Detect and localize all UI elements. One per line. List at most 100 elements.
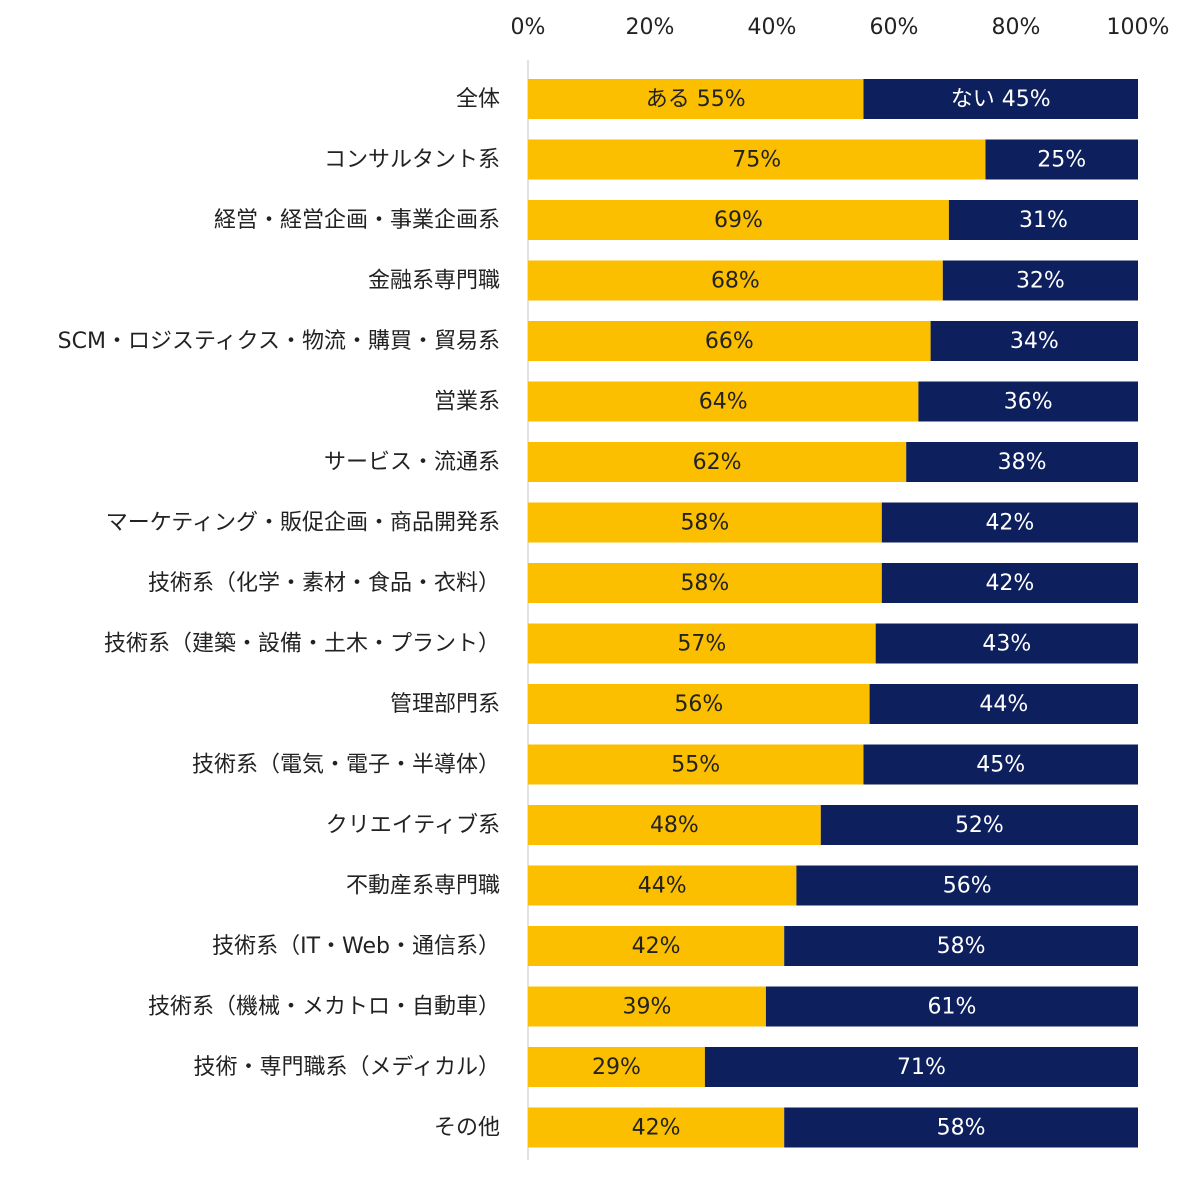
bar-segment-yes bbox=[528, 865, 797, 906]
x-tick-label: 100% bbox=[1107, 15, 1170, 40]
data-label: 32% bbox=[1016, 269, 1065, 294]
x-tick-label: 40% bbox=[748, 15, 797, 40]
category-label: 技術系（IT・Web・通信系） bbox=[212, 934, 500, 959]
category-label: 技術系（化学・素材・食品・衣料） bbox=[148, 571, 500, 596]
bar-segment-yes bbox=[528, 139, 986, 180]
bar-segment-no bbox=[948, 200, 1138, 240]
category-label: 管理部門系 bbox=[390, 692, 500, 717]
bars-group: ある 55% ない 45% 75% 25% 69% 31% 68% 32% 66% 34% 64% 3… bbox=[528, 79, 1138, 1148]
bar-segment-no bbox=[985, 139, 1138, 180]
data-label: 34% bbox=[1010, 329, 1059, 354]
data-label: 64% bbox=[699, 390, 748, 415]
bar-segment-no bbox=[942, 260, 1138, 301]
data-label: 58% bbox=[937, 1116, 986, 1141]
data-label: 38% bbox=[998, 450, 1047, 475]
bar-segment-yes bbox=[528, 623, 876, 664]
data-label: 68% bbox=[711, 269, 760, 294]
data-label: 42% bbox=[985, 571, 1034, 596]
category-label: コンサルタント系 bbox=[324, 148, 500, 173]
data-label: 71% bbox=[897, 1055, 946, 1080]
data-label: 31% bbox=[1019, 208, 1068, 233]
bar-segment-yes bbox=[528, 200, 949, 240]
x-tick-label: 80% bbox=[992, 15, 1041, 40]
category-label: 技術系（機械・メカトロ・自動車） bbox=[148, 995, 500, 1020]
data-label: 75% bbox=[732, 148, 781, 173]
x-tick-label: 0% bbox=[511, 15, 546, 40]
bar-segment-yes bbox=[528, 1047, 705, 1087]
bar-segment-no bbox=[784, 926, 1138, 966]
bar-segment-yes bbox=[528, 502, 882, 543]
data-label: 66% bbox=[705, 329, 754, 354]
bar-segment-no bbox=[863, 79, 1138, 119]
category-label: SCM・ロジスティクス・物流・購買・貿易系 bbox=[58, 329, 500, 354]
data-label: 58% bbox=[680, 571, 729, 596]
bar-segment-no bbox=[704, 1047, 1138, 1087]
category-label: 営業系 bbox=[434, 390, 500, 415]
bar-segment-no bbox=[881, 502, 1138, 543]
x-tick-label: 20% bbox=[626, 15, 675, 40]
data-label: 42% bbox=[632, 1116, 681, 1141]
bar-segment-no bbox=[796, 865, 1138, 906]
bar-segment-no bbox=[765, 986, 1138, 1027]
bar-segment-yes bbox=[528, 563, 882, 603]
data-label: 56% bbox=[674, 692, 723, 717]
category-label: 全体 bbox=[456, 87, 500, 112]
x-axis-ticks: 0% 20% 40% 60% 80% 100% bbox=[511, 15, 1170, 40]
bar-segment-no bbox=[930, 321, 1138, 361]
bar-segment-yes bbox=[528, 744, 864, 785]
bar-segment-no bbox=[906, 442, 1138, 482]
category-label: 不動産系専門職 bbox=[346, 874, 500, 899]
data-label: 44% bbox=[979, 692, 1028, 717]
category-label: 金融系専門職 bbox=[368, 269, 500, 294]
data-label: 43% bbox=[982, 632, 1031, 657]
data-label: 69% bbox=[714, 208, 763, 233]
data-label: 62% bbox=[693, 450, 742, 475]
data-label: 25% bbox=[1037, 148, 1086, 173]
category-label: 技術系（電気・電子・半導体） bbox=[192, 753, 500, 778]
category-label: クリエイティブ系 bbox=[326, 813, 500, 838]
category-label: サービス・流通系 bbox=[324, 450, 500, 475]
bar-segment-yes bbox=[528, 260, 943, 301]
category-label: 技術系（建築・設備・土木・プラント） bbox=[104, 632, 500, 657]
data-label: 58% bbox=[937, 934, 986, 959]
data-label: 29% bbox=[592, 1055, 641, 1080]
bar-segment-yes bbox=[528, 805, 821, 845]
data-label: 44% bbox=[638, 874, 687, 899]
data-label: 55% bbox=[671, 753, 720, 778]
data-label: 39% bbox=[622, 995, 671, 1020]
data-label: ある 55% bbox=[646, 87, 746, 112]
data-label: 52% bbox=[955, 813, 1004, 838]
data-label: 42% bbox=[985, 511, 1034, 536]
bar-segment-yes bbox=[528, 986, 766, 1027]
category-label: 経営・経営企画・事業企画系 bbox=[214, 208, 500, 233]
data-label: 42% bbox=[632, 934, 681, 959]
data-label: 36% bbox=[1004, 390, 1053, 415]
bar-segment-no bbox=[863, 744, 1138, 785]
bar-segment-no bbox=[918, 381, 1138, 422]
data-label: ない 45% bbox=[951, 87, 1051, 112]
bar-segment-no bbox=[869, 684, 1138, 724]
data-label: 56% bbox=[943, 874, 992, 899]
data-label: 58% bbox=[680, 511, 729, 536]
bar-segment-yes bbox=[528, 79, 864, 119]
bar-segment-yes bbox=[528, 1107, 785, 1148]
data-label: 45% bbox=[976, 753, 1025, 778]
bar-segment-yes bbox=[528, 684, 870, 724]
data-label: 61% bbox=[927, 995, 976, 1020]
category-label: その他 bbox=[434, 1116, 500, 1141]
bar-segment-no bbox=[881, 563, 1138, 603]
bar-segment-yes bbox=[528, 926, 785, 966]
bar-segment-no bbox=[784, 1107, 1138, 1148]
bar-segment-yes bbox=[528, 381, 919, 422]
bar-segment-no bbox=[875, 623, 1138, 664]
category-label: 技術・専門職系（メディカル） bbox=[194, 1055, 500, 1080]
bar-segment-yes bbox=[528, 321, 931, 361]
x-tick-label: 60% bbox=[870, 15, 919, 40]
bar-segment-yes bbox=[528, 442, 907, 482]
category-label: マーケティング・販促企画・商品開発系 bbox=[106, 511, 500, 536]
data-label: 48% bbox=[650, 813, 699, 838]
bar-segment-no bbox=[820, 805, 1138, 845]
data-label: 57% bbox=[677, 632, 726, 657]
